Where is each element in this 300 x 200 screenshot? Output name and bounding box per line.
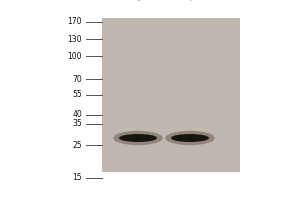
Text: 130: 130: [68, 35, 82, 44]
Text: 55: 55: [72, 90, 82, 99]
Bar: [102, 18, 240, 172]
Ellipse shape: [165, 131, 215, 145]
Text: 293T: 293T: [134, 0, 155, 2]
Text: 15: 15: [72, 173, 82, 182]
Text: 25: 25: [72, 141, 82, 150]
Text: 100: 100: [68, 52, 82, 61]
Text: Mouse
brain: Mouse brain: [179, 0, 211, 2]
Ellipse shape: [113, 131, 163, 145]
Ellipse shape: [119, 134, 157, 142]
Ellipse shape: [171, 134, 209, 142]
Text: 40: 40: [72, 110, 82, 119]
Text: 70: 70: [72, 75, 82, 84]
Text: 35: 35: [72, 119, 82, 128]
Text: 170: 170: [68, 18, 82, 26]
